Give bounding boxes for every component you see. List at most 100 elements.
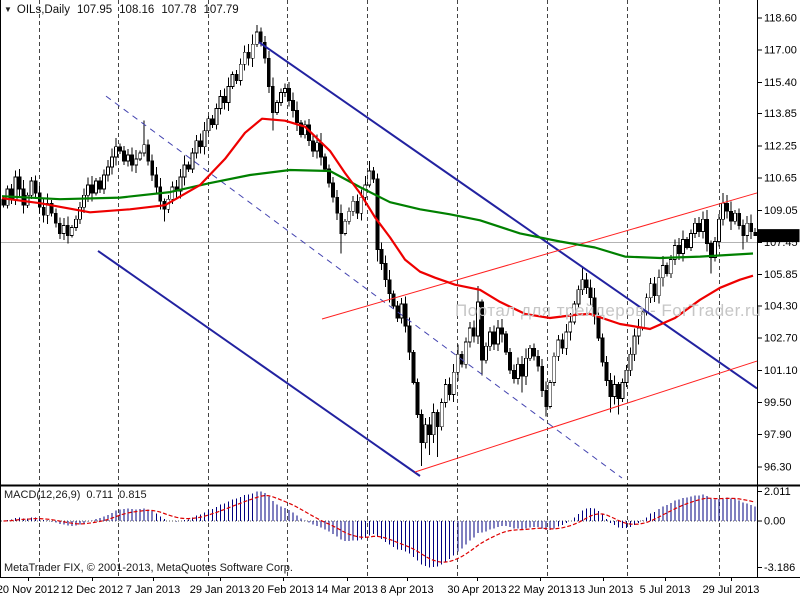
- candle: [65, 216, 70, 244]
- candle: [733, 209, 738, 225]
- candle: [443, 378, 448, 408]
- blue-channel-lower-trendline[interactable]: [97, 250, 421, 477]
- macd-signal-line[interactable]: [3, 494, 756, 563]
- candle: [532, 343, 537, 361]
- candle: [61, 217, 66, 241]
- candle: [206, 116, 211, 133]
- candle: [33, 175, 38, 199]
- candle: [488, 326, 492, 351]
- price-axis[interactable]: 118.60 117.00 115.40 113.85 112.25 110.65 109.…: [757, 13, 798, 474]
- candle: [544, 381, 549, 417]
- candle: [664, 262, 669, 277]
- candle: [391, 290, 396, 309]
- candle: [701, 211, 705, 239]
- macd-axis-label: 2.011: [764, 486, 791, 498]
- candle: [335, 189, 340, 220]
- candle: [467, 322, 472, 348]
- price-axis-label: 117.00: [764, 45, 797, 57]
- price-axis-label: 97.90: [764, 429, 792, 441]
- price-axis-label: 110.65: [764, 173, 797, 185]
- candle: [709, 240, 713, 274]
- green-moving-average-line[interactable]: [1, 168, 754, 260]
- candle: [41, 198, 46, 223]
- candle: [568, 312, 573, 341]
- candle: [25, 192, 30, 208]
- candle: [616, 381, 621, 415]
- red-channel-upper-line[interactable]: [321, 192, 758, 320]
- price-axis-label: 113.85: [764, 108, 797, 120]
- candle: [331, 177, 336, 203]
- candle: [492, 325, 496, 350]
- candle: [612, 375, 617, 405]
- candle: [636, 318, 641, 345]
- candle: [198, 133, 203, 154]
- candle: [379, 242, 384, 270]
- candle: [375, 173, 380, 262]
- price-axis-label: 112.25: [764, 140, 797, 152]
- candle: [254, 25, 259, 48]
- grid-vertical-lines: [39, 0, 720, 577]
- candle: [435, 409, 440, 457]
- date-label: 22 May 2013: [508, 584, 572, 596]
- red-moving-average-line[interactable]: [1, 117, 754, 331]
- candle: [693, 218, 697, 239]
- date-label: 5 Jul 2013: [640, 584, 691, 596]
- blue-channel-upper-trendline[interactable]: [258, 41, 758, 390]
- candle: [246, 43, 251, 66]
- symbol-dropdown-icon[interactable]: ▼: [4, 5, 12, 14]
- candle: [250, 34, 255, 67]
- candle: [548, 379, 553, 409]
- macd-axis-label: -3.186: [764, 562, 795, 574]
- macd-axis[interactable]: 2.011 0.00 -3.186: [757, 486, 796, 574]
- candlestick-series[interactable]: [1, 25, 758, 466]
- candle: [77, 202, 82, 224]
- dashed-diagonal-trendline[interactable]: [105, 95, 623, 479]
- time-axis[interactable]: 20 Nov 2012 12 Dec 2012 7 Jan 2013 29 Jan 2…: [0, 577, 759, 596]
- date-label: 8 Apr 2013: [380, 584, 433, 596]
- price-axis-label: 109.05: [764, 205, 798, 217]
- candle: [126, 148, 131, 167]
- candle: [383, 255, 388, 288]
- candle: [162, 198, 167, 222]
- candle: [431, 403, 436, 443]
- candle: [355, 194, 360, 220]
- candle: [347, 207, 352, 225]
- candle: [741, 219, 746, 250]
- candle: [395, 301, 400, 323]
- candle: [689, 229, 693, 251]
- candle: [419, 409, 424, 466]
- candle: [524, 348, 528, 386]
- candle: [190, 148, 195, 174]
- candle: [705, 210, 709, 252]
- candle: [37, 186, 42, 214]
- candle: [512, 364, 516, 384]
- candle: [214, 103, 219, 130]
- date-label: 12 Dec 2012: [61, 584, 123, 596]
- candle: [202, 122, 207, 155]
- candle: [399, 297, 404, 324]
- candle: [463, 337, 468, 369]
- candle: [584, 272, 589, 294]
- date-label: 20 Nov 2012: [0, 584, 59, 596]
- price-axis-label: 104.30: [764, 300, 798, 312]
- macd-histogram[interactable]: [4, 491, 756, 568]
- candle: [343, 218, 348, 236]
- candle: [648, 278, 653, 303]
- price-axis-label: 105.85: [764, 269, 798, 281]
- candle: [685, 237, 689, 250]
- date-label: 30 Apr 2013: [447, 584, 506, 596]
- candle: [134, 150, 139, 173]
- candle: [508, 347, 512, 375]
- candle: [536, 350, 541, 372]
- candle: [266, 50, 271, 94]
- candle: [624, 365, 629, 387]
- candle: [339, 204, 344, 254]
- red-channel-lower-line[interactable]: [414, 360, 758, 473]
- candle: [106, 160, 110, 182]
- candle: [90, 175, 94, 202]
- date-label: 20 Feb 2013: [252, 584, 314, 596]
- candle: [672, 239, 677, 265]
- candle: [154, 167, 159, 195]
